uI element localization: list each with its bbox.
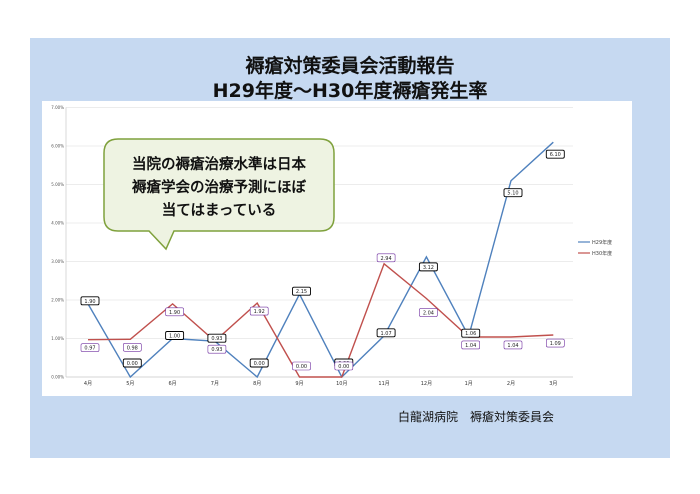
data-label-box-h29 (461, 328, 481, 338)
data-label-h30: 0.98 (127, 345, 138, 351)
data-label-h29: 6.10 (550, 152, 561, 158)
data-label-box-h30 (123, 342, 142, 352)
data-label-box-h29 (292, 286, 311, 296)
y-tick-label: 3.00% (51, 259, 64, 264)
data-label-h29: 0.00 (127, 361, 138, 367)
y-tick-label: 6.00% (51, 144, 64, 149)
organization-label: 白龍湖病院 褥瘡対策委員会 (398, 410, 555, 424)
y-tick-label: 4.00% (51, 221, 64, 226)
callout-text-line: 当てはまっている (162, 201, 276, 219)
data-label-h30: 1.92 (254, 309, 265, 315)
data-label-box-h30 (207, 344, 227, 354)
x-tick-label: 10月 (336, 381, 347, 387)
x-tick-label: 1月 (465, 381, 473, 387)
data-label-box-h29 (376, 328, 396, 338)
data-label-h29: 0.93 (211, 336, 222, 342)
data-label-box-h30 (292, 361, 311, 371)
data-label-box-h30 (334, 361, 354, 371)
data-label-h29: 2.15 (296, 289, 307, 295)
data-label-box-h30 (80, 343, 100, 352)
series-line-h29 (87, 141, 554, 379)
chart-area: 0.00% 1.00% 2.00% 3.00% 4.00% 5.00% 6.00% 7.00%… (42, 101, 632, 396)
data-label-box-h30 (419, 308, 438, 317)
y-tick-label: 7.00% (51, 105, 64, 110)
data-label-box-h29 (503, 188, 523, 198)
data-label-box-h29 (249, 358, 269, 368)
x-tick-label: 11月 (378, 381, 389, 387)
x-tick-label: 3月 (549, 381, 557, 387)
page-title: 褥瘡対策委員会活動報告 (245, 55, 455, 77)
data-label-box-h29 (418, 262, 438, 272)
data-label-h29: 1.06 (465, 331, 476, 337)
data-label-h30: 2.94 (381, 256, 392, 262)
data-label-h30: 1.04 (465, 343, 476, 349)
data-label-box-h29 (207, 333, 227, 343)
data-label-h30: 1.04 (507, 343, 518, 349)
data-label-box-h30 (503, 340, 523, 350)
data-label-h29: 1.07 (381, 331, 392, 337)
data-label-h29: 0.00 (254, 361, 265, 367)
y-tick-label: 0.00% (51, 375, 64, 380)
y-tick-label: 2.00% (51, 298, 64, 303)
x-tick-label: 6月 (169, 381, 177, 387)
data-label-h30: 0.00 (296, 364, 307, 370)
data-label-h30: 0.97 (84, 346, 95, 352)
x-tick-label: 5月 (126, 381, 134, 387)
legend-label: H29年度 (592, 239, 612, 246)
x-tick-label: 2月 (507, 381, 515, 387)
data-label-h30: 1.09 (550, 341, 561, 347)
page-subtitle: H29年度～H30年度褥瘡発生率 (212, 80, 488, 102)
data-label-box-h29 (122, 358, 142, 368)
callout-text-line: 褥瘡学会の治療予測にほぼ (131, 178, 306, 196)
data-label-h30: 0.00 (338, 364, 349, 370)
data-label-box-h30 (376, 253, 396, 263)
data-label-box-h30 (249, 306, 269, 316)
data-label-h29: 5.10 (507, 191, 518, 197)
data-label-h29: 1.90 (84, 299, 95, 305)
data-label-h30: 0.93 (211, 347, 222, 353)
x-tick-label: 9月 (295, 381, 303, 387)
callout-bubble (103, 138, 335, 251)
data-label-h30: 1.90 (169, 310, 180, 316)
data-label-box-h29 (165, 331, 185, 340)
data-label-box-h30 (165, 307, 184, 317)
data-label-box-h30 (461, 340, 481, 350)
callout-text-line: 当院の褥瘡治療水準は日本 (132, 155, 306, 173)
data-label-h29: 1.00 (169, 334, 180, 340)
x-tick-label: 8月 (253, 381, 261, 387)
x-tick-label: 4月 (84, 381, 92, 387)
y-tick-label: 5.00% (51, 182, 64, 187)
data-label-h29: 3.12 (423, 265, 434, 271)
y-tick-label: 1.00% (51, 336, 64, 341)
line-chart: 0.00% 1.00% 2.00% 3.00% 4.00% 5.00% 6.00% 7.00%… (51, 105, 612, 387)
data-label-box-h29 (80, 296, 100, 306)
data-label-box-h30 (545, 338, 565, 348)
legend-label: H30年度 (592, 250, 612, 257)
x-tick-label: 12月 (421, 381, 432, 387)
x-tick-label: 7月 (211, 381, 219, 387)
data-label-h30: 2.04 (423, 310, 434, 316)
data-label-box-h29 (545, 149, 565, 159)
